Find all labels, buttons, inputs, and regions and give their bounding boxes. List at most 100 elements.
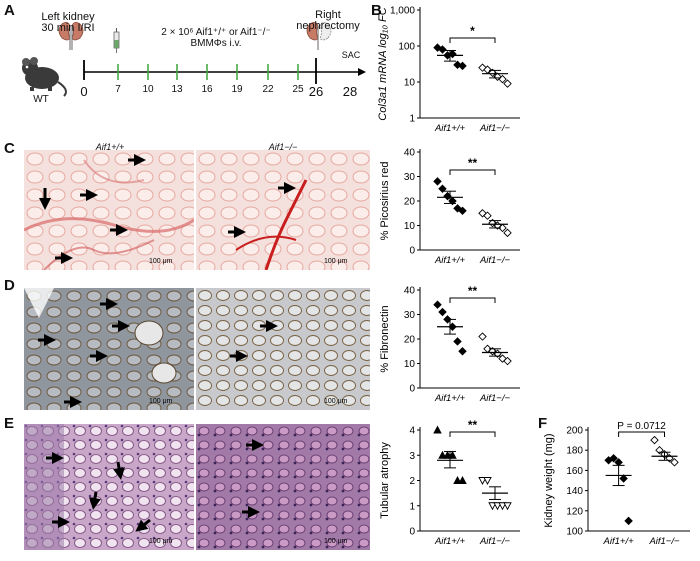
y-tick-label: 100 — [398, 42, 415, 53]
histology-e-wt: 100 μm — [24, 424, 194, 550]
significance-bracket — [449, 297, 496, 303]
x-category-label: Aif1−/− — [479, 536, 511, 547]
histology-e-ko-svg — [196, 424, 370, 550]
data-point — [493, 502, 502, 511]
data-point — [453, 476, 462, 484]
histology-c-wt: 100 μm — [24, 150, 194, 270]
scale-bar-d-wt: 100 μm — [149, 398, 173, 405]
x-category-label: Aif1−/− — [479, 393, 511, 404]
image-title-wt-c: Aif1+/+ — [95, 142, 125, 152]
histology-e-ko: 100 μm — [196, 424, 370, 550]
chart-b: 1 10 100 1,000 Col3a1 mRNA log₁₀ FC Aif1+/+ Ai… — [372, 0, 542, 138]
histology-c-wt-svg — [24, 150, 194, 270]
timeline-day-label: 22 — [262, 84, 274, 95]
data-point — [438, 307, 447, 317]
y-tick-label: 40 — [404, 148, 416, 159]
timeline-treatment-label: 2 × 10⁶ Aif1⁺/⁺ or Aif1⁻/⁻ BMMΦs i.v. — [161, 27, 271, 49]
y-tick-label: 30 — [404, 172, 416, 183]
data-point — [503, 79, 512, 88]
data-point — [503, 356, 512, 366]
data-point — [458, 476, 467, 484]
data-point — [478, 332, 487, 341]
panel-letter-b: B — [371, 2, 382, 19]
significance-bracket — [449, 169, 496, 175]
y-tick-label: 30 — [404, 310, 416, 321]
x-category-label: Aif1+/+ — [434, 393, 466, 404]
scale-bar-c-ko: 100 μm — [324, 258, 348, 265]
arrow-icons — [38, 154, 296, 532]
y-tick-label: 0 — [409, 246, 415, 257]
chart-f-svg: 100 120 140 160 180 200 Kidney weight (mg) Aif1… — [543, 421, 690, 547]
data-point — [650, 435, 659, 445]
timeline-day-label: 16 — [201, 84, 213, 95]
data-point — [483, 477, 492, 485]
timeline-day-label: 13 — [171, 84, 183, 95]
panel-letter-e: E — [4, 415, 15, 432]
significance-bracket — [449, 431, 496, 437]
significance-label: ** — [468, 418, 478, 432]
panel-letter-a: A — [4, 2, 15, 19]
y-tick-label: 20 — [404, 197, 416, 208]
timeline-svg — [22, 22, 366, 97]
y-tick-label: 140 — [566, 486, 583, 497]
y-tick-label: 4 — [409, 426, 415, 437]
data-point — [478, 477, 487, 485]
panel-letter-f: F — [538, 415, 548, 432]
y-tick-label: 40 — [404, 286, 416, 297]
chart-f: 100 120 140 160 180 200 Kidney weight (mg) Aif1… — [540, 416, 700, 556]
data-point — [433, 425, 442, 434]
x-category-label: Aif1−/− — [479, 123, 511, 134]
y-tick-label: 10 — [404, 221, 416, 232]
histology-c-ko: 100 μm — [196, 150, 370, 270]
chart-d: 0 10 20 30 40 % Fibronectin Aif1+/+ Aif1−/− ** — [372, 278, 542, 413]
chart-e: 0 1 2 3 4 Tubular atrophy Aif1+/+ Aif1−/− ** — [372, 416, 542, 556]
significance-label: * — [470, 24, 475, 38]
y-tick-label: 160 — [566, 466, 583, 477]
data-point — [453, 337, 462, 346]
data-point — [478, 63, 487, 72]
significance-label: ** — [468, 284, 478, 298]
data-point — [438, 184, 447, 193]
histology-d-ko: 100 μm — [196, 288, 370, 410]
data-point — [483, 211, 492, 220]
y-axis-label: Tubular atrophy — [379, 442, 391, 519]
timeline-panel: Left kidney 30 min I/RI 2 × 10⁶ Aif1⁺/⁺ … — [0, 0, 370, 110]
y-tick-label: 10 — [404, 78, 416, 89]
data-point — [458, 206, 467, 216]
data-point — [498, 223, 507, 233]
panel-letter-d: D — [4, 277, 15, 294]
data-point — [503, 502, 512, 511]
timeline-right-label: Right nephrectomy — [296, 9, 360, 32]
timeline-day-label: 28 — [342, 84, 358, 99]
data-point — [433, 43, 442, 52]
data-point — [619, 474, 628, 483]
timeline-day-label: 26 — [308, 84, 324, 99]
mouse-icon — [22, 57, 67, 97]
timeline-sac-label: SAC — [341, 50, 361, 60]
timeline-left-label: Left kidney 30 min I/RI — [41, 11, 95, 34]
data-point — [438, 450, 447, 459]
y-tick-label: 180 — [566, 446, 583, 457]
x-category-label: Aif1−/− — [648, 536, 680, 547]
timeline-day-label: 7 — [115, 84, 121, 95]
x-category-label: Aif1+/+ — [434, 536, 466, 547]
panel-letter-c: C — [4, 140, 15, 157]
chart-c-svg: 0 10 20 30 40 % Picosirius red Aif1+/+ Aif1−/− *… — [379, 148, 520, 266]
x-category-label: Aif1+/+ — [603, 536, 635, 547]
y-tick-label: 1 — [409, 501, 415, 512]
y-tick-label: 10 — [404, 359, 416, 370]
data-point — [503, 228, 512, 238]
significance-label: P = 0.0712 — [617, 421, 666, 432]
timeline-day-label: 0 — [80, 84, 88, 99]
y-tick-label: 1 — [409, 114, 415, 125]
data-point — [453, 60, 462, 70]
data-point — [443, 450, 452, 459]
scale-bar-c-wt: 100 μm — [149, 258, 173, 265]
chart-e-svg: 0 1 2 3 4 Tubular atrophy Aif1+/+ Aif1−/− ** — [379, 418, 520, 547]
significance-bracket — [618, 431, 665, 437]
data-point — [498, 502, 507, 511]
data-point — [433, 300, 442, 309]
data-point — [624, 516, 633, 526]
y-tick-label: 120 — [566, 506, 583, 517]
